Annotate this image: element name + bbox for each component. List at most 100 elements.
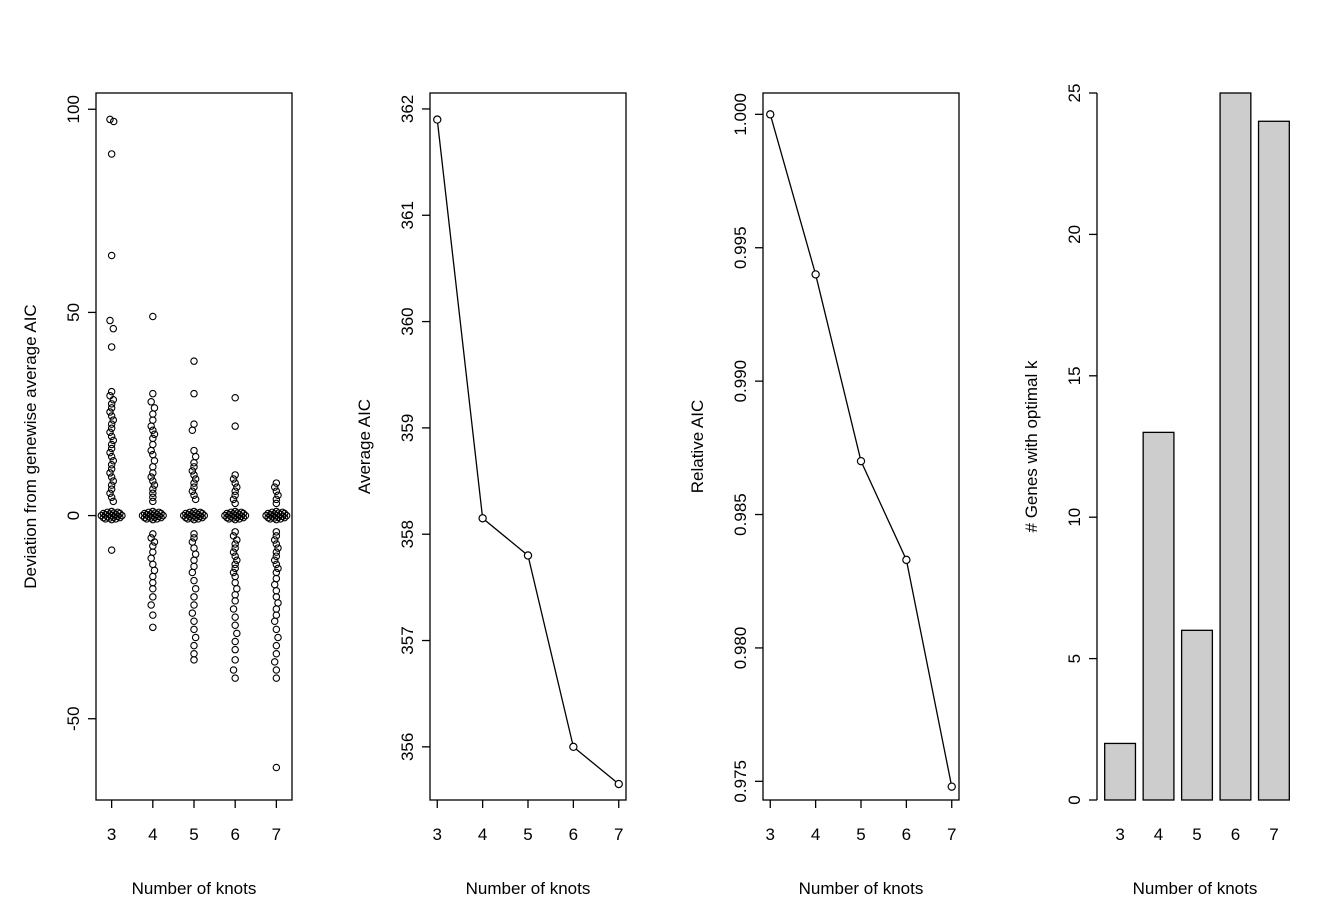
y-tick-label: 359 [398, 414, 417, 442]
data-point [231, 487, 239, 495]
y-tick-label: 1.000 [731, 93, 750, 136]
y-axis-title: Relative AIC [688, 400, 707, 494]
data-point [235, 515, 244, 523]
data-point [272, 666, 281, 674]
data-point [190, 649, 198, 658]
data-point [149, 485, 157, 493]
data-point [109, 416, 118, 424]
data-point [272, 499, 281, 508]
data-point [766, 110, 775, 119]
data-point [229, 475, 238, 483]
data-point [190, 389, 198, 398]
y-tick-label: 50 [64, 303, 83, 322]
chart-root: 0 5 10 15 20 25 # Genes with optimal k Number o… [1022, 84, 1290, 898]
x-axis: 3 4 5 6 7 [107, 800, 281, 844]
x-tick-label: 3 [432, 825, 441, 844]
data-point [231, 597, 239, 605]
data-point [272, 568, 281, 577]
data-point [188, 467, 197, 475]
data-point [231, 422, 239, 430]
y-tick-label: 358 [398, 520, 417, 548]
x-tick-label: 3 [766, 825, 775, 844]
y-axis-title: # Genes with optimal k [1022, 360, 1041, 532]
data-point [231, 491, 239, 500]
data-point [274, 633, 282, 642]
data-point [190, 534, 198, 542]
data-point [147, 398, 155, 406]
data-point [233, 483, 241, 491]
panel-relative-aic: 0.975 0.980 0.985 0.990 0.995 1.000 Relative A… [667, 0, 1001, 916]
data-point [149, 578, 157, 587]
data-point [149, 434, 157, 443]
data-point [272, 515, 281, 524]
data-point [191, 584, 200, 593]
data-point [190, 483, 198, 491]
x-tick-label: 5 [856, 825, 865, 844]
y-tick-label: 25 [1065, 84, 1084, 103]
x-tick-label: 5 [189, 825, 198, 844]
data-point [231, 552, 239, 560]
x-tick-label: 4 [477, 825, 486, 844]
panel-genes-with-optimal-k: 0 5 10 15 20 25 # Genes with optimal k Number o… [1001, 0, 1334, 916]
y-tick-label: 0.985 [731, 493, 750, 536]
y-tick-label: 0.995 [731, 226, 750, 269]
bar [1257, 120, 1290, 801]
y-axis: -50 0 50 100 [64, 95, 96, 731]
data-point [229, 495, 238, 504]
data-point [190, 625, 198, 634]
data-point [150, 566, 159, 575]
data-point [157, 509, 165, 518]
data-point [149, 440, 157, 449]
data-point [116, 509, 124, 518]
data-point [188, 487, 197, 495]
data-point [272, 487, 281, 495]
data-point [272, 674, 281, 682]
data-point [231, 621, 239, 630]
data-point [272, 552, 281, 560]
data-point [272, 540, 281, 548]
data-point [149, 493, 157, 502]
data-point [229, 548, 238, 556]
bar [1180, 629, 1213, 801]
data-point [107, 481, 116, 489]
data-point [231, 674, 239, 682]
y-tick-label: 361 [398, 201, 417, 229]
series-line [436, 119, 619, 785]
y-axis: 356 357 358 359 360 361 362 [398, 95, 430, 761]
data-point [107, 461, 116, 469]
data-point [272, 532, 281, 540]
y-tick-label: 360 [398, 307, 417, 335]
data-point [190, 562, 198, 571]
data-point [274, 544, 282, 552]
data-point [107, 400, 116, 408]
x-tick-label: 4 [148, 825, 157, 844]
panel-average-aic: 356 357 358 359 360 361 362 Average AIC Number o… [334, 0, 668, 916]
data-points [97, 115, 291, 772]
data-point [107, 546, 116, 554]
series-line [769, 114, 953, 787]
data-point [107, 465, 116, 473]
data-point [272, 605, 281, 613]
data-point [106, 448, 114, 457]
data-point [274, 564, 282, 573]
data-point [568, 742, 578, 752]
data-point [198, 509, 206, 518]
bars [1103, 92, 1290, 801]
data-point [231, 613, 239, 621]
data-point [107, 412, 116, 420]
x-tick-label: 7 [614, 825, 623, 844]
data-point [190, 530, 198, 538]
data-point [270, 536, 279, 544]
data-point [106, 469, 114, 477]
data-point [614, 779, 623, 789]
data-point [109, 456, 118, 465]
data-point [109, 497, 118, 506]
x-tick-label: 6 [568, 825, 577, 844]
data-point [191, 495, 200, 504]
data-point [149, 426, 157, 434]
data-point [107, 251, 116, 260]
data-point [190, 544, 198, 552]
data-point [272, 548, 281, 556]
